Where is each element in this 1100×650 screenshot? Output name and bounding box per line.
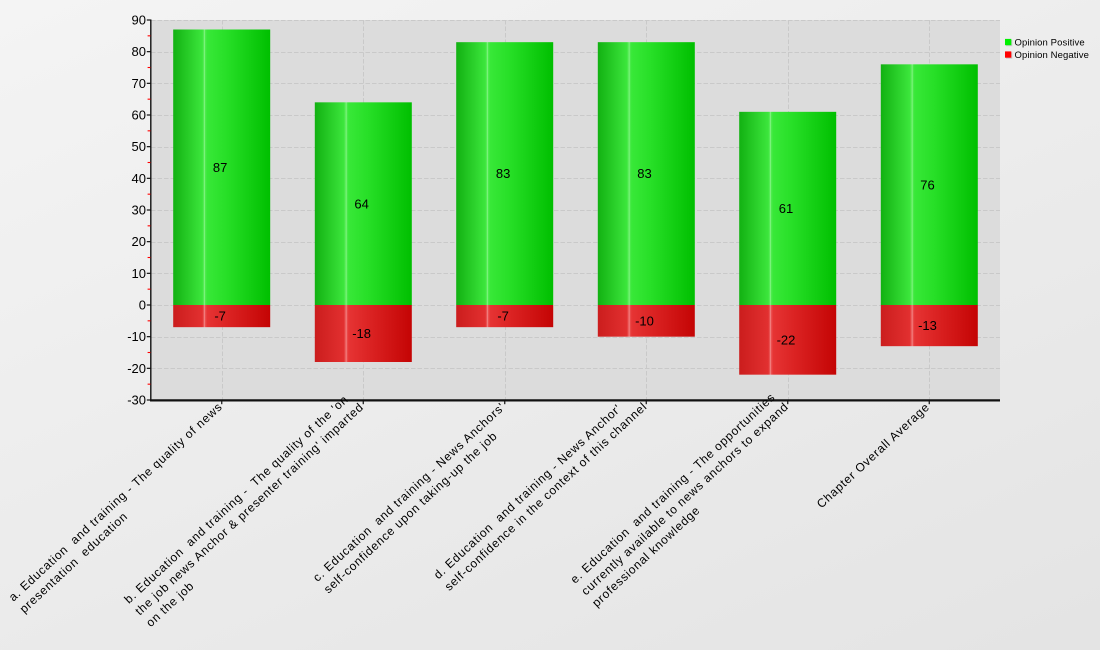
- svg-text:60: 60: [132, 108, 146, 123]
- svg-text:-7: -7: [214, 309, 226, 324]
- svg-text:83: 83: [496, 166, 510, 181]
- svg-text:61: 61: [779, 201, 793, 216]
- svg-text:83: 83: [637, 166, 651, 181]
- svg-text:87: 87: [213, 160, 227, 175]
- svg-text:76: 76: [920, 177, 934, 192]
- svg-text:-30: -30: [127, 393, 146, 408]
- svg-text:-10: -10: [127, 329, 146, 344]
- svg-text:70: 70: [132, 76, 146, 91]
- svg-text:-10: -10: [635, 313, 654, 328]
- svg-text:80: 80: [132, 44, 146, 59]
- svg-text:-13: -13: [918, 318, 937, 333]
- svg-text:-7: -7: [497, 309, 509, 324]
- svg-text:-20: -20: [127, 361, 146, 376]
- svg-text:90: 90: [132, 13, 146, 28]
- svg-text:Opinion Positive: Opinion Positive: [1015, 37, 1085, 48]
- svg-text:50: 50: [132, 139, 146, 154]
- svg-text:-18: -18: [352, 326, 371, 341]
- svg-text:10: 10: [132, 266, 146, 281]
- svg-text:30: 30: [132, 203, 146, 218]
- svg-text:-22: -22: [777, 332, 796, 347]
- svg-text:64: 64: [354, 196, 368, 211]
- svg-text:40: 40: [132, 171, 146, 186]
- svg-text:20: 20: [132, 234, 146, 249]
- svg-text:0: 0: [139, 298, 146, 313]
- svg-text:Opinion Negative: Opinion Negative: [1015, 50, 1089, 61]
